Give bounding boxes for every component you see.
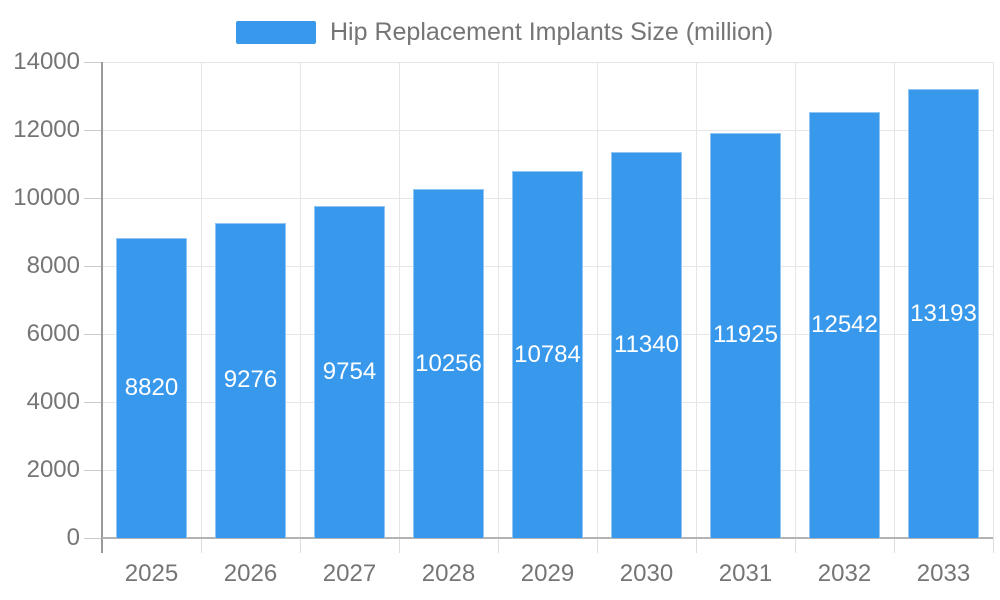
- legend[interactable]: Hip Replacement Implants Size (million): [236, 18, 773, 46]
- x-axis-tick: [794, 538, 796, 553]
- bar-2032[interactable]: [809, 111, 880, 538]
- x-gridline: [200, 62, 202, 538]
- legend-swatch[interactable]: [236, 20, 316, 44]
- y-axis-line: [101, 62, 103, 553]
- bar-2029[interactable]: [512, 171, 583, 538]
- x-axis-tick: [497, 538, 499, 553]
- x-gridline: [893, 62, 895, 538]
- x-axis-label: 2029: [520, 560, 575, 587]
- y-axis-tick: [84, 197, 102, 199]
- x-axis-label: 2026: [223, 560, 278, 587]
- x-axis-label: 2030: [619, 560, 674, 587]
- x-gridline: [299, 62, 301, 538]
- x-axis-tick: [596, 538, 598, 553]
- x-axis-tick: [398, 538, 400, 553]
- x-axis-tick: [695, 538, 697, 553]
- y-axis-label: 4000: [26, 388, 80, 415]
- x-axis-label: 2033: [916, 560, 971, 587]
- x-axis-tick: [200, 538, 202, 553]
- x-axis-tick: [299, 538, 301, 553]
- x-gridline: [794, 62, 796, 538]
- y-axis-tick: [84, 537, 102, 539]
- y-axis-label: 2000: [26, 456, 80, 483]
- bar-2033[interactable]: [908, 89, 979, 538]
- x-axis-label: 2031: [718, 560, 773, 587]
- y-axis-tick: [84, 265, 102, 267]
- x-axis-tick: [992, 538, 994, 553]
- y-gridline: [102, 129, 993, 131]
- bar-2027[interactable]: [314, 206, 385, 538]
- bar-2026[interactable]: [215, 222, 286, 538]
- legend-label[interactable]: Hip Replacement Implants Size (million): [330, 18, 774, 46]
- x-axis-label: 2028: [421, 560, 476, 587]
- y-axis-label: 10000: [13, 184, 80, 211]
- y-axis-tick: [84, 61, 102, 63]
- x-axis-tick: [893, 538, 895, 553]
- y-axis-tick: [84, 333, 102, 335]
- y-axis-label: 6000: [26, 320, 80, 347]
- x-gridline: [992, 62, 994, 538]
- y-axis-label: 8000: [26, 252, 80, 279]
- y-axis-tick: [84, 401, 102, 403]
- y-axis-label: 14000: [13, 48, 80, 75]
- y-axis-tick: [84, 469, 102, 471]
- y-gridline: [102, 61, 993, 63]
- x-gridline: [596, 62, 598, 538]
- bar-2028[interactable]: [413, 189, 484, 538]
- bar-2031[interactable]: [710, 132, 781, 538]
- x-axis-label: 2032: [817, 560, 872, 587]
- x-gridline: [398, 62, 400, 538]
- x-axis-label: 2027: [322, 560, 377, 587]
- x-axis-label: 2025: [124, 560, 179, 587]
- x-gridline: [695, 62, 697, 538]
- y-axis-label: 0: [66, 524, 80, 551]
- x-gridline: [497, 62, 499, 538]
- x-axis-line: [102, 537, 993, 539]
- bar-2030[interactable]: [611, 152, 682, 538]
- y-axis-tick: [84, 129, 102, 131]
- y-axis-label: 12000: [13, 116, 80, 143]
- bar-2025[interactable]: [116, 238, 187, 538]
